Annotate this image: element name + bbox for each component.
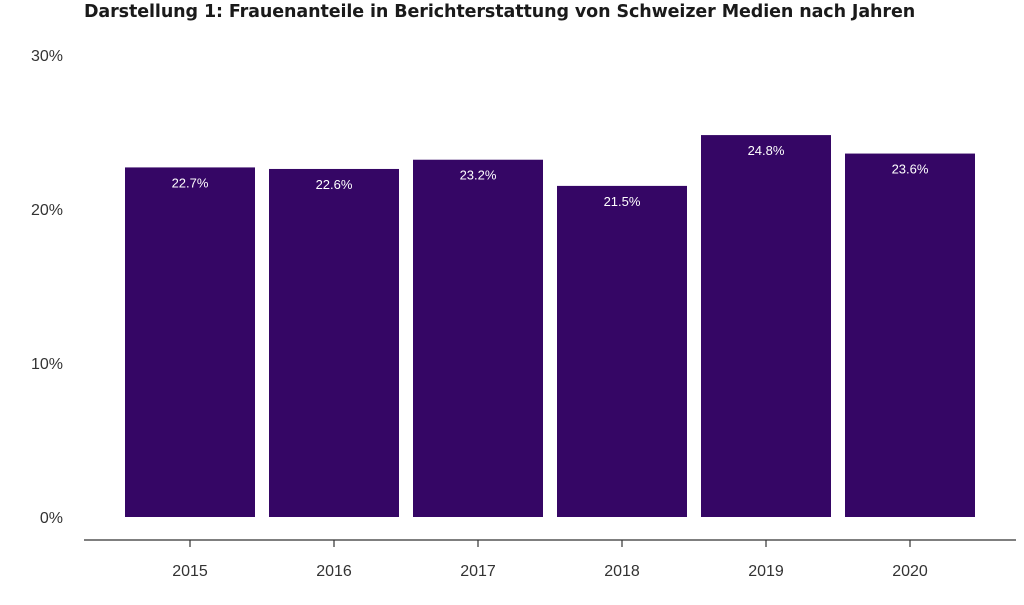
bar	[269, 168, 399, 517]
bar-data-label: 23.6%	[892, 162, 929, 177]
x-tick-label: 2018	[604, 563, 640, 580]
x-tick-label: 2019	[748, 563, 784, 580]
bar-data-label: 23.2%	[460, 168, 497, 183]
bars	[125, 135, 975, 518]
bar	[701, 135, 831, 517]
bar	[557, 185, 687, 517]
x-axis-ticks: 2015 2016 2017 2018 2019 2020	[172, 540, 928, 580]
bar-data-labels: 22.7% 22.6% 23.2% 21.5% 24.8% 23.6%	[172, 143, 929, 209]
x-tick-label: 2017	[460, 563, 496, 580]
x-tick-label: 2015	[172, 563, 208, 580]
bar	[413, 159, 543, 517]
bar-data-label: 21.5%	[604, 194, 641, 209]
x-tick-label: 2020	[892, 563, 928, 580]
chart-title: Darstellung 1: Frauenanteile in Berichte…	[84, 2, 916, 22]
y-tick-label: 30%	[31, 48, 63, 65]
y-axis-ticks: 0% 10% 20% 30%	[31, 48, 63, 527]
bar	[125, 167, 255, 518]
y-tick-label: 10%	[31, 356, 63, 373]
y-tick-label: 20%	[31, 202, 63, 219]
y-tick-label: 0%	[40, 510, 63, 527]
x-tick-label: 2016	[316, 563, 352, 580]
bar-data-label: 22.6%	[316, 177, 353, 192]
bar-data-label: 24.8%	[748, 143, 785, 158]
bar	[845, 153, 975, 517]
bar-data-label: 22.7%	[172, 175, 209, 190]
